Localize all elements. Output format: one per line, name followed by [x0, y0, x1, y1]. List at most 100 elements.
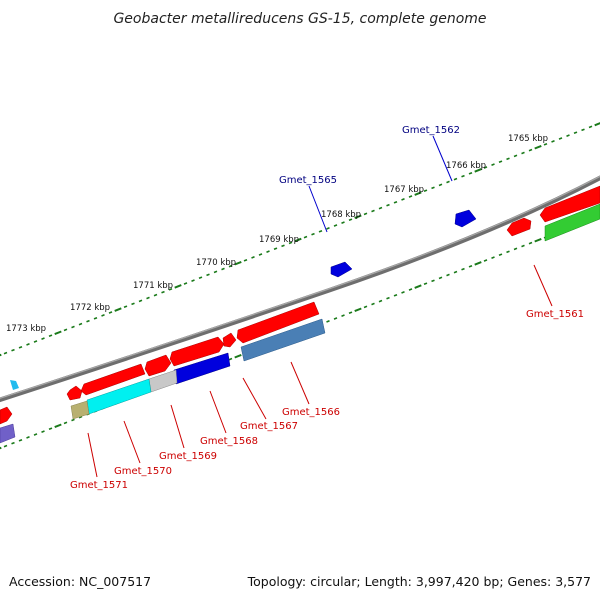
outer-scale-minor-tick — [461, 174, 465, 178]
outer-scale-minor-tick — [251, 256, 255, 259]
gene-label-1569[interactable]: Gmet_1569 — [159, 451, 217, 462]
inner-scale-minor-tick — [341, 314, 345, 317]
gene-label-1571[interactable]: Gmet_1571 — [70, 480, 128, 491]
gene-1562[interactable] — [454, 209, 477, 228]
topology-text: Topology: circular; Length: 3,997,420 bp… — [247, 574, 591, 589]
scale-labels: 1765 kbp 1766 kbp 1767 kbp 1768 kbp 1769… — [6, 134, 548, 334]
leader-line-1565 — [308, 185, 328, 233]
inner-scale-minor-tick — [401, 291, 405, 294]
inner-scale-minor-tick — [33, 433, 38, 436]
genome-backbone-highlight — [0, 175, 600, 399]
gene-label-1565[interactable]: Gmet_1565 — [279, 175, 337, 186]
inner-scale-minor-tick — [438, 276, 443, 280]
outer-scale-major-tick — [594, 122, 600, 127]
outer-scale-minor-tick — [453, 177, 458, 181]
outer-scale-minor-tick — [33, 340, 38, 343]
outer-scale-minor-tick — [18, 345, 23, 349]
outer-scale-minor-tick — [146, 296, 150, 300]
gene-label-1562[interactable]: Gmet_1562 — [402, 125, 460, 136]
outer-scale-minor-tick — [288, 241, 293, 245]
outer-scale-major-tick — [294, 237, 302, 243]
outer-scale-minor-tick — [101, 314, 105, 317]
outer-scale-minor-tick — [588, 125, 593, 129]
inner-scale-minor-tick — [468, 264, 473, 268]
inner-scale-minor-tick — [348, 311, 353, 315]
gene-label-1561[interactable]: Gmet_1561 — [526, 309, 584, 320]
outer-scale-minor-tick — [348, 218, 353, 222]
outer-scale-minor-tick — [423, 189, 428, 193]
gene-1567[interactable] — [222, 332, 237, 348]
leader-line-1561 — [533, 264, 553, 307]
gene-1566[interactable] — [240, 318, 326, 362]
outer-scale-minor-tick — [521, 151, 525, 155]
gene-label-1568[interactable]: Gmet_1568 — [200, 436, 258, 447]
map-title: Geobacter metallireducens GS-15, complet… — [113, 11, 486, 27]
leader-line-1570 — [123, 420, 141, 464]
outer-scale-major-tick — [54, 330, 62, 336]
scale-label-1770: 1770 kbp — [196, 258, 236, 268]
gene-labels: Gmet_1562 Gmet_1565 Gmet_1561 Gmet_1566 … — [70, 125, 584, 491]
gene-label-1566[interactable]: Gmet_1566 — [282, 407, 340, 418]
outer-scale-minor-tick — [551, 140, 555, 143]
gene-red-1570-upper[interactable] — [80, 363, 146, 396]
gene-red-1568-upper[interactable] — [169, 336, 225, 367]
outer-scale-minor-tick — [48, 334, 53, 338]
gene-1561[interactable] — [506, 217, 532, 237]
inner-scale-major-tick — [474, 261, 482, 266]
genome-backbone — [0, 175, 600, 403]
inner-scale-minor-tick — [371, 302, 375, 306]
outer-scale-minor-tick — [431, 186, 435, 190]
gene-green-top-right[interactable] — [544, 203, 600, 242]
outer-scale-minor-tick — [513, 154, 518, 158]
inner-scale-major-tick — [354, 307, 362, 313]
outer-scale-minor-tick — [198, 276, 203, 280]
outer-scale-minor-tick — [311, 232, 315, 236]
outer-scale-major-tick — [174, 284, 182, 289]
outer-scale-minor-tick — [228, 264, 233, 268]
inner-scale-major-tick — [0, 446, 2, 450]
outer-scale-minor-tick — [258, 253, 263, 256]
gene-label-1567[interactable]: Gmet_1567 — [240, 421, 298, 432]
outer-scale-minor-tick — [213, 270, 218, 274]
inner-scale-minor-tick — [3, 444, 8, 448]
inner-scale-minor-tick — [483, 259, 488, 262]
leader-line-1571 — [87, 432, 98, 478]
inner-scale-major-tick — [534, 237, 542, 243]
outer-scale-minor-tick — [243, 258, 248, 262]
leader-line-1562 — [432, 135, 453, 182]
gene-purple-left-edge[interactable] — [0, 423, 16, 444]
outer-scale-minor-tick — [528, 148, 533, 152]
gene-red-1566-upper[interactable] — [236, 301, 320, 344]
outer-scale-minor-tick — [333, 224, 338, 227]
outer-scale-minor-tick — [206, 273, 210, 277]
gene-red-top-right[interactable] — [539, 185, 600, 223]
outer-scale-minor-tick — [191, 279, 195, 282]
outer-scale-minor-tick — [108, 311, 113, 314]
gene-label-1570[interactable]: Gmet_1570 — [114, 466, 172, 477]
outer-scale-minor-tick — [221, 267, 225, 271]
inner-scale-minor-tick — [491, 256, 495, 259]
outer-scale-minor-tick — [401, 198, 405, 201]
inner-scale-minor-tick — [26, 436, 30, 439]
leader-line-1567 — [242, 377, 267, 420]
gene-small-skyblue[interactable] — [10, 380, 19, 390]
gene-1571[interactable] — [70, 400, 90, 420]
outer-scale-minor-tick — [318, 229, 323, 233]
inner-scale-minor-tick — [18, 438, 23, 442]
inner-scale-minor-tick — [521, 244, 525, 248]
gene-red-1571-upper[interactable] — [66, 385, 83, 401]
outer-scale-minor-tick — [71, 325, 75, 329]
outer-scale-minor-tick — [266, 250, 270, 253]
gene-1565[interactable] — [330, 261, 353, 278]
outer-scale-minor-tick — [303, 235, 308, 239]
scale-label-1766: 1766 kbp — [446, 161, 486, 171]
gene-red-1569-upper[interactable] — [144, 354, 172, 377]
outer-scale-minor-tick — [386, 203, 390, 207]
gene-red-left-edge[interactable] — [0, 406, 13, 425]
leader-line-1568 — [209, 390, 227, 434]
inner-scale-minor-tick — [431, 279, 435, 283]
inner-scale-minor-tick — [513, 247, 518, 251]
inner-scale-minor-tick — [408, 288, 413, 291]
